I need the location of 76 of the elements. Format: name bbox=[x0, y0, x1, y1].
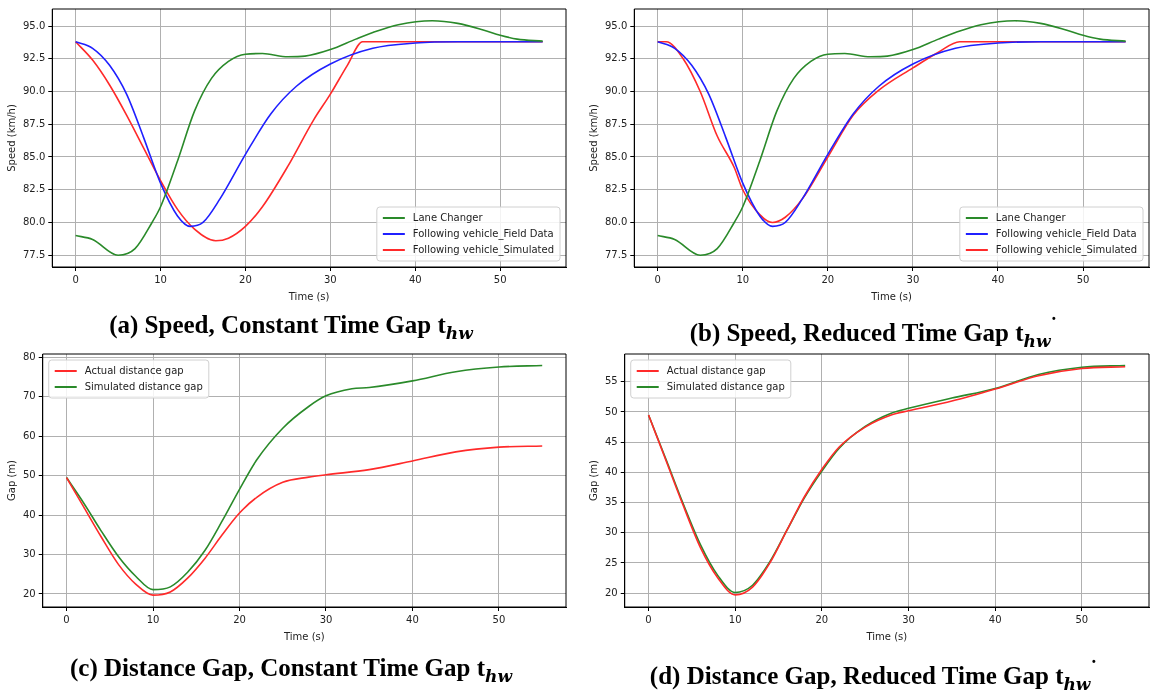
legend-label: Following vehicle_Field Data bbox=[995, 227, 1137, 240]
y-tick-label: 40 bbox=[22, 508, 36, 520]
x-tick-label: 10 bbox=[736, 273, 750, 285]
x-tick-label: 40 bbox=[408, 273, 422, 285]
x-tick-label: 50 bbox=[493, 273, 507, 285]
legend-label: Following vehicle_Field Data bbox=[412, 227, 554, 240]
legend-label: Simulated distance gap bbox=[666, 380, 785, 392]
y-tick-label: 55 bbox=[604, 375, 618, 387]
y-tick-label: 90.0 bbox=[605, 85, 628, 97]
x-tick-label: 20 bbox=[233, 613, 246, 625]
y-tick-label: 92.5 bbox=[23, 52, 46, 64]
y-tick-label: 25 bbox=[604, 556, 618, 568]
text: (c) Distance Gap, Constant Time Gap t$_{hw}$ bbox=[68, 653, 514, 688]
y-axis-title: Gap (m) bbox=[587, 459, 599, 501]
y-tick-label: 92.5 bbox=[605, 52, 628, 64]
x-tick-label: 50 bbox=[1075, 613, 1089, 625]
y-tick-label: 77.5 bbox=[605, 248, 628, 260]
y-tick-label: 20 bbox=[22, 587, 36, 599]
x-axis-title: Time (s) bbox=[865, 630, 908, 642]
x-tick-label: 10 bbox=[146, 613, 160, 625]
legend-label: Actual distance gap bbox=[84, 364, 184, 376]
x-tick-label: 0 bbox=[72, 273, 79, 285]
legend-label: Lane Changer bbox=[412, 211, 484, 223]
x-tick-label: 30 bbox=[902, 613, 915, 625]
x-axis-title: Time (s) bbox=[870, 290, 913, 302]
x-tick-label: 20 bbox=[239, 273, 252, 285]
x-tick-label: 50 bbox=[1076, 273, 1090, 285]
y-tick-label: 85.0 bbox=[23, 150, 46, 162]
y-tick-label: 82.5 bbox=[23, 183, 46, 195]
y-tick-label: 35 bbox=[604, 496, 618, 508]
y-tick-label: 50 bbox=[604, 405, 618, 417]
y-axis-title: Speed (km/h) bbox=[587, 104, 599, 172]
x-tick-label: 50 bbox=[492, 613, 506, 625]
y-tick-label: 80.0 bbox=[23, 216, 46, 228]
x-tick-label: 30 bbox=[323, 273, 337, 285]
x-tick-label: 10 bbox=[154, 273, 167, 285]
x-tick-label: 40 bbox=[988, 613, 1002, 625]
y-tick-label: 20 bbox=[604, 586, 618, 598]
text: (a) Speed, Constant Time Gap t$_{hw}$ bbox=[108, 310, 475, 345]
x-tick-label: 40 bbox=[406, 613, 419, 625]
y-tick-label: 30 bbox=[604, 526, 618, 538]
legend-label: Simulated distance gap bbox=[84, 380, 203, 392]
x-tick-label: 20 bbox=[815, 613, 829, 625]
y-tick-label: 77.5 bbox=[23, 248, 46, 260]
y-tick-label: 87.5 bbox=[605, 117, 628, 129]
x-tick-label: 0 bbox=[63, 613, 70, 625]
x-tick-label: 10 bbox=[728, 613, 742, 625]
legend-label: Following vehicle_Simulated bbox=[412, 243, 555, 256]
y-tick-label: 90.0 bbox=[23, 85, 46, 97]
y-tick-label: 60 bbox=[22, 429, 36, 441]
y-tick-label: 50 bbox=[22, 469, 36, 481]
legend-label: Lane Changer bbox=[995, 211, 1067, 223]
legend-label: Actual distance gap bbox=[666, 364, 766, 376]
y-tick-label: 80.0 bbox=[605, 216, 628, 228]
x-tick-label: 0 bbox=[654, 273, 661, 285]
x-tick-label: 30 bbox=[319, 613, 333, 625]
y-tick-label: 30 bbox=[22, 548, 36, 560]
line-series bbox=[65, 445, 544, 596]
y-tick-label: 95.0 bbox=[23, 19, 46, 31]
x-tick-label: 40 bbox=[991, 273, 1005, 285]
y-tick-label: 85.0 bbox=[605, 150, 628, 162]
y-tick-label: 95.0 bbox=[605, 19, 628, 31]
x-axis-title: Time (s) bbox=[283, 630, 325, 642]
y-tick-label: 82.5 bbox=[605, 183, 628, 195]
y-axis-title: Speed (km/h) bbox=[5, 104, 17, 172]
y-tick-label: 45 bbox=[604, 435, 618, 447]
legend-label: Following vehicle_Simulated bbox=[995, 243, 1138, 256]
y-tick-label: 40 bbox=[604, 465, 618, 477]
x-tick-label: 20 bbox=[821, 273, 835, 285]
y-tick-label: 87.5 bbox=[23, 117, 46, 129]
y-tick-label: 80 bbox=[22, 350, 36, 362]
x-tick-label: 0 bbox=[645, 613, 652, 625]
y-axis-title: Gap (m) bbox=[5, 459, 17, 501]
x-tick-label: 30 bbox=[906, 273, 920, 285]
x-axis-title: Time (s) bbox=[287, 290, 330, 302]
y-tick-label: 70 bbox=[22, 390, 36, 402]
